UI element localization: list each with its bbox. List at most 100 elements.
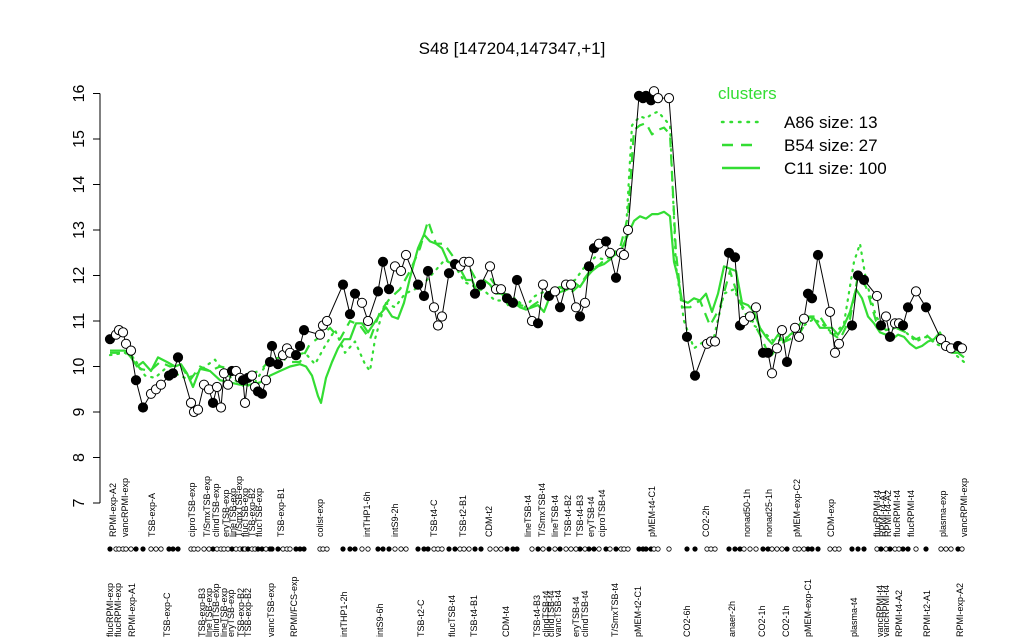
y-tick-label: 12 bbox=[71, 267, 88, 285]
data-point bbox=[574, 311, 586, 322]
y-tick-label: 15 bbox=[71, 130, 88, 148]
top-sample-label: flucTSB-exp bbox=[254, 488, 264, 537]
data-point bbox=[422, 265, 434, 277]
data-point bbox=[266, 340, 278, 352]
data-point bbox=[689, 370, 701, 381]
sample-dot bbox=[466, 546, 472, 552]
data-point bbox=[622, 224, 634, 236]
sample-dot bbox=[540, 546, 546, 552]
top-sample-label: clindTSB-exp bbox=[211, 483, 221, 537]
sample-dot bbox=[591, 546, 597, 552]
sample-dot bbox=[347, 546, 353, 552]
data-point bbox=[272, 359, 284, 370]
data-point bbox=[443, 268, 455, 279]
data-point bbox=[207, 397, 219, 408]
legend-label-b54: B54 size: 27 bbox=[784, 136, 878, 155]
data-point bbox=[432, 320, 444, 331]
bottom-sample-label: T/SmxTSB-t4 bbox=[610, 583, 620, 637]
sample-dot bbox=[504, 546, 510, 552]
data-point bbox=[858, 274, 870, 286]
data-point bbox=[372, 286, 384, 297]
data-point bbox=[155, 379, 167, 390]
data-point bbox=[771, 343, 783, 354]
sample-dot bbox=[359, 546, 365, 552]
data-point bbox=[321, 315, 333, 327]
data-point bbox=[618, 249, 630, 261]
cluster-lines bbox=[108, 110, 966, 404]
bottom-sample-label: TSB-t2-C bbox=[416, 599, 426, 637]
data-point bbox=[349, 288, 361, 299]
data-point bbox=[762, 347, 774, 358]
sample-dot bbox=[747, 546, 753, 552]
top-sample-label: T/SmxTSB-t4 bbox=[537, 483, 547, 537]
data-point bbox=[395, 265, 407, 277]
top-sample-label: eryTSB-exp bbox=[221, 489, 231, 537]
data-point bbox=[215, 402, 227, 413]
top-sample-label: lineTSB-exp bbox=[228, 488, 238, 537]
bottom-sample-label: TSB-t4-B1 bbox=[469, 595, 479, 637]
data-point bbox=[125, 345, 137, 356]
data-point bbox=[377, 256, 389, 267]
bottom-sample-label: pMEM-t2-C1 bbox=[633, 586, 643, 637]
gene-profile-points bbox=[104, 86, 968, 418]
top-sample-label: intS9-2h bbox=[390, 503, 400, 537]
top-sample-label: CO2-2h bbox=[701, 505, 711, 537]
y-tick-label: 9 bbox=[71, 407, 88, 416]
sample-dot bbox=[123, 546, 129, 552]
top-sample-label: TSB-exp-B1 bbox=[276, 488, 286, 537]
top-sample-label: plasma-exp bbox=[938, 490, 948, 537]
sample-dot bbox=[774, 546, 780, 552]
legend: clusters A86 size: 13 B54 size: 27 C11 s… bbox=[718, 84, 887, 178]
sample-dot bbox=[195, 546, 201, 552]
data-point bbox=[579, 297, 591, 308]
chart-title: S48 [147204,147347,+1] bbox=[419, 39, 606, 58]
data-point bbox=[793, 331, 805, 342]
data-point bbox=[812, 249, 824, 261]
top-sample-label: flucRPMI-t4 bbox=[872, 490, 882, 537]
data-point bbox=[846, 320, 858, 331]
data-point bbox=[383, 284, 395, 295]
data-point bbox=[789, 322, 801, 333]
data-point bbox=[729, 252, 741, 263]
data-point bbox=[663, 93, 675, 104]
data-point bbox=[436, 311, 448, 322]
sample-dot bbox=[625, 546, 631, 552]
bottom-sample-label: flucTSB-t4 bbox=[447, 595, 457, 637]
sample-dot-row bbox=[107, 546, 965, 552]
bottom-sample-label: eryTSB-t4 bbox=[571, 596, 581, 637]
sample-dot bbox=[324, 546, 330, 552]
data-point bbox=[897, 320, 909, 331]
y-tick-label: 8 bbox=[71, 453, 88, 462]
data-point bbox=[600, 236, 612, 247]
top-sample-label: colist-exp bbox=[315, 499, 325, 537]
sample-dot bbox=[392, 546, 398, 552]
bottom-sample-label: flucRPMI-exp bbox=[113, 583, 123, 637]
sample-dot bbox=[815, 546, 821, 552]
data-point bbox=[880, 311, 892, 322]
sample-dot bbox=[386, 546, 392, 552]
data-point bbox=[709, 336, 721, 347]
top-sample-label: RPMI-t4-A1 bbox=[878, 490, 888, 537]
top-sample-label: ciproTSB-t4 bbox=[597, 489, 607, 537]
sample-dot bbox=[269, 546, 275, 552]
top-sample-label: CDM-t2 bbox=[484, 506, 494, 537]
data-point bbox=[400, 249, 412, 261]
top-sample-label: pMEM-exp-C2 bbox=[792, 479, 802, 537]
data-point bbox=[418, 290, 430, 302]
sample-dot bbox=[514, 546, 520, 552]
bottom-sample-label: RPMI-exp-A1 bbox=[127, 583, 137, 637]
sample-dot bbox=[557, 546, 563, 552]
sample-dot bbox=[855, 546, 861, 552]
y-axis: 7 8 9 10 11 12 13 14 15 16 bbox=[71, 85, 101, 507]
bottom-sample-label: vancTSB-exp bbox=[266, 583, 276, 637]
data-point bbox=[652, 93, 664, 104]
bottom-sample-label: intTHP1-2h bbox=[339, 591, 349, 637]
data-point bbox=[337, 279, 349, 290]
sample-dot bbox=[596, 546, 602, 552]
sample-dot bbox=[175, 546, 181, 552]
data-point bbox=[750, 302, 762, 313]
top-sample-label: RPMI-t4-A2 bbox=[883, 490, 893, 537]
bottom-sample-label: CO2-1h bbox=[781, 605, 791, 637]
data-point bbox=[172, 352, 184, 363]
